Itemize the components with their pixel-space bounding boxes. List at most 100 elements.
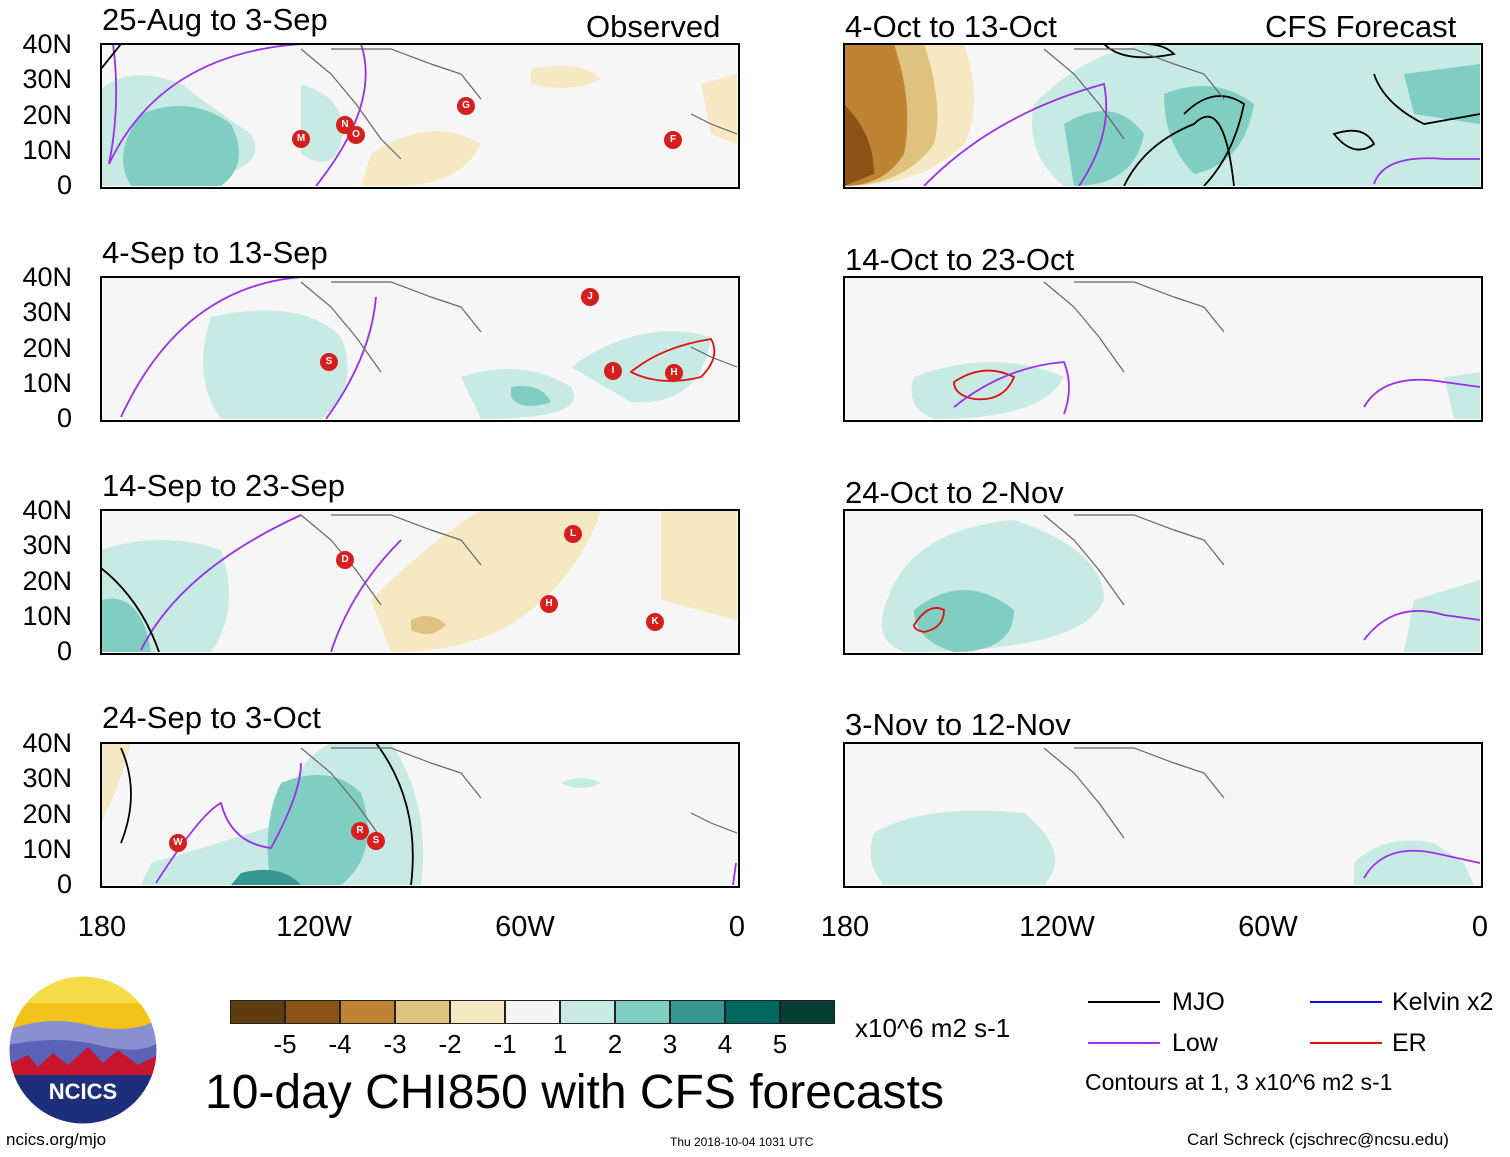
logo-text: NCICS <box>49 1079 117 1104</box>
y-label-40n: 40N <box>22 728 72 758</box>
y-label-30n: 30N <box>22 763 72 793</box>
colorbar-label: 1 <box>552 1029 568 1059</box>
y-label-20n: 20N <box>22 799 72 829</box>
colorbar-label: -1 <box>493 1029 517 1059</box>
panel-title-2: 4-Sep to 13-Sep <box>102 235 328 270</box>
y-label-0: 0 <box>56 869 72 899</box>
panel-title-3: 14-Sep to 23-Sep <box>102 468 346 503</box>
y-label-20n: 20N <box>22 333 72 363</box>
storm-marker-w: W <box>169 834 187 852</box>
y-label-10n: 10N <box>22 135 72 165</box>
storm-marker-l: L <box>564 525 582 543</box>
y-label-0: 0 <box>56 170 72 200</box>
colorbar-label: 3 <box>662 1029 678 1059</box>
x-label-0: 0 <box>728 911 746 943</box>
y-label-20n: 20N <box>22 566 72 596</box>
storm-marker-s: S <box>320 353 338 371</box>
y-label-10n: 10N <box>22 834 72 864</box>
x-label-180: 180 <box>820 911 870 943</box>
observed-label: Observed <box>586 9 721 44</box>
footer-url[interactable]: ncics.org/mjo <box>6 1130 107 1149</box>
panel-frame-4 <box>100 742 740 888</box>
ncics-logo: NCICS <box>8 975 158 1125</box>
y-label-40n: 40N <box>22 262 72 292</box>
panel-title-7: 24-Oct to 2-Nov <box>845 475 1064 510</box>
colorbar-label: 5 <box>772 1029 788 1059</box>
storm-marker-r: R <box>351 822 369 840</box>
mjo-label: MJO <box>1172 988 1225 1016</box>
kelvin-line-swatch <box>1310 1001 1382 1003</box>
storm-marker-h: H <box>540 595 558 613</box>
y-label-20n: 20N <box>22 100 72 130</box>
panel-frame-8 <box>843 742 1483 888</box>
y-label-10n: 10N <box>22 601 72 631</box>
map-panel-6 <box>844 277 1480 419</box>
storm-marker-j: J <box>581 288 599 306</box>
panel-title-6: 14-Oct to 23-Oct <box>845 242 1075 277</box>
storm-marker-f: F <box>664 131 682 149</box>
colorbar-swatch-5 <box>450 1000 505 1024</box>
x-label-120w: 120W <box>1019 911 1095 943</box>
panel-title-4: 24-Sep to 3-Oct <box>102 700 321 735</box>
y-label-10n: 10N <box>22 368 72 398</box>
storm-marker-k: K <box>646 613 664 631</box>
map-panel-4 <box>101 743 737 885</box>
contour-note: Contours at 1, 3 x10^6 m2 s-1 <box>1085 1069 1393 1095</box>
colorbar-swatch-3 <box>340 1000 395 1024</box>
map-panel-2 <box>101 277 737 419</box>
colorbar-swatch-7 <box>560 1000 615 1024</box>
main-title: 10-day CHI850 with CFS forecasts <box>205 1066 944 1119</box>
map-panel-7 <box>844 510 1480 652</box>
mjo-line-swatch <box>1088 1001 1160 1003</box>
colorbar-label: -4 <box>328 1029 352 1059</box>
colorbar-swatch-9 <box>670 1000 725 1024</box>
colorbar-label: 2 <box>607 1029 623 1059</box>
colorbar-swatch-1 <box>230 1000 285 1024</box>
low-label: Low <box>1172 1029 1218 1057</box>
x-label-60w: 60W <box>495 911 555 943</box>
low-line-swatch <box>1088 1042 1160 1044</box>
kelvin-label: Kelvin x2 <box>1392 988 1494 1016</box>
panel-frame-1 <box>100 43 740 189</box>
panel-frame-7 <box>843 509 1483 655</box>
er-label: ER <box>1392 1029 1427 1057</box>
storm-marker-o: O <box>347 126 365 144</box>
colorbar-units: x10^6 m2 s-1 <box>855 1013 1011 1043</box>
y-label-0: 0 <box>56 636 72 666</box>
x-label-120w: 120W <box>276 911 352 943</box>
x-label-60w: 60W <box>1238 911 1298 943</box>
colorbar-swatch-10 <box>725 1000 780 1024</box>
y-label-30n: 30N <box>22 297 72 327</box>
storm-marker-s: S <box>367 832 385 850</box>
y-label-40n: 40N <box>22 495 72 525</box>
storm-marker-d: D <box>336 551 354 569</box>
map-panel-8 <box>844 743 1480 885</box>
colorbar-swatch-11 <box>780 1000 835 1024</box>
panel-title-5: 4-Oct to 13-Oct <box>845 9 1057 44</box>
panel-frame-3 <box>100 509 740 655</box>
y-label-0: 0 <box>56 403 72 433</box>
panel-title-1: 25-Aug to 3-Sep <box>102 2 328 37</box>
x-label-180: 180 <box>77 911 127 943</box>
colorbar-swatch-6 <box>505 1000 560 1024</box>
map-panel-5 <box>844 44 1480 186</box>
map-panel-1 <box>101 44 737 186</box>
y-label-30n: 30N <box>22 64 72 94</box>
storm-marker-m: M <box>292 130 310 148</box>
panel-frame-2 <box>100 276 740 422</box>
map-panel-3 <box>101 510 737 652</box>
storm-marker-g: G <box>457 97 475 115</box>
footer-author: Carl Schreck (cjschrec@ncsu.edu) <box>1187 1130 1449 1149</box>
panel-title-8: 3-Nov to 12-Nov <box>845 707 1071 742</box>
colorbar-label: -2 <box>438 1029 462 1059</box>
colorbar-swatch-8 <box>615 1000 670 1024</box>
storm-marker-h: H <box>665 364 683 382</box>
footer-timestamp: Thu 2018-10-04 1031 UTC <box>670 1135 814 1149</box>
colorbar-label: 4 <box>717 1029 733 1059</box>
storm-marker-i: I <box>604 362 622 380</box>
y-label-40n: 40N <box>22 29 72 59</box>
panel-frame-5 <box>843 43 1483 189</box>
er-line-swatch <box>1310 1042 1382 1044</box>
panel-frame-6 <box>843 276 1483 422</box>
x-label-0: 0 <box>1471 911 1489 943</box>
